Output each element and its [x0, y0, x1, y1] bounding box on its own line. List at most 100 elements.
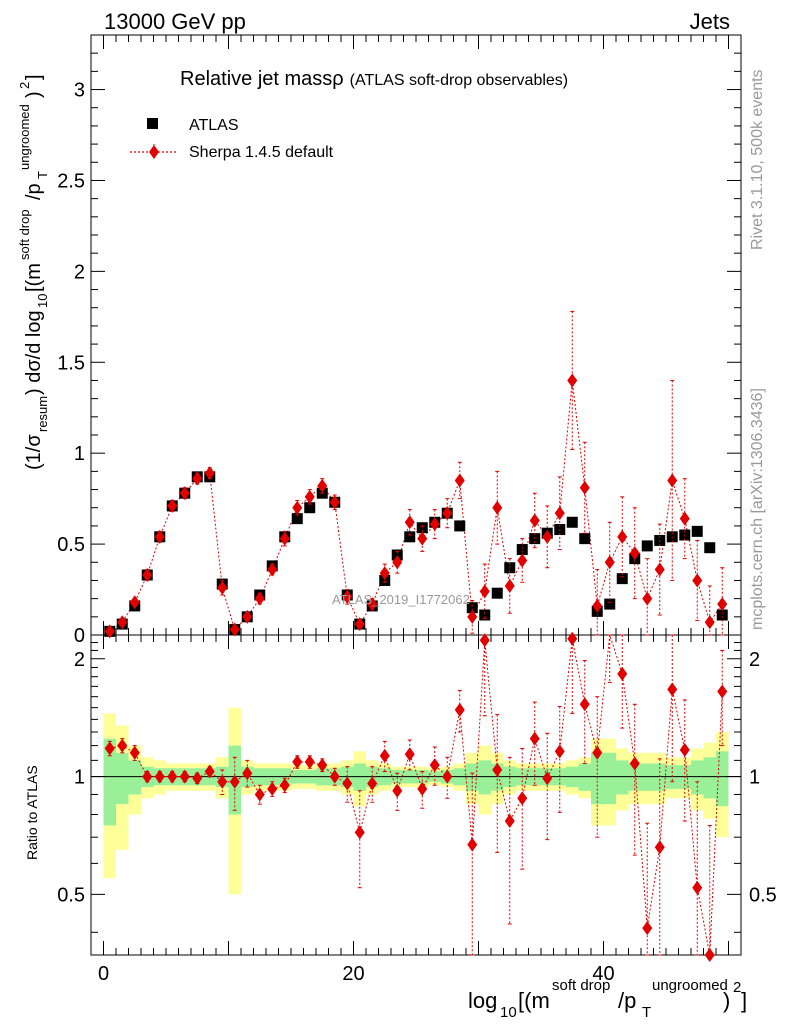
ratio-point	[267, 781, 278, 796]
sherpa-point	[629, 546, 640, 561]
y-tick-label: 2	[74, 261, 85, 283]
sherpa-point	[542, 529, 553, 544]
svg-text:]: ]	[741, 988, 747, 1013]
ratio-point	[417, 781, 428, 796]
ratio-point	[429, 758, 440, 773]
sherpa-point	[467, 609, 478, 624]
band-green	[353, 763, 366, 791]
legend: ATLAS Sherpa 1.4.5 default	[130, 117, 334, 161]
ratio-point	[379, 748, 390, 763]
atlas-point	[516, 544, 528, 556]
ratio-point	[454, 702, 465, 717]
ratio-point	[492, 762, 503, 777]
sherpa-point	[654, 562, 665, 577]
svg-text:soft drop: soft drop	[552, 977, 610, 994]
ratio-y-label: Ratio to ATLAS	[24, 765, 40, 860]
atlas-point	[454, 520, 466, 532]
sherpa-point	[679, 511, 690, 526]
legend-sherpa-label: Sherpa 1.4.5 default	[189, 144, 334, 161]
atlas-point	[716, 609, 728, 621]
atlas-point	[304, 502, 316, 514]
sherpa-point	[642, 591, 653, 606]
ratio-point	[179, 769, 190, 784]
svg-text:10: 10	[500, 1004, 517, 1021]
svg-text:(1/σ: (1/σ	[23, 434, 45, 470]
sherpa-point	[354, 617, 365, 632]
atlas-point	[466, 602, 478, 614]
svg-text:10: 10	[35, 294, 50, 308]
svg-text:2: 2	[733, 979, 741, 996]
sherpa-point	[592, 598, 603, 613]
sherpa-point	[242, 609, 253, 624]
ratio-point	[442, 769, 453, 784]
band-green	[691, 760, 704, 795]
sherpa-point	[292, 500, 303, 515]
svg-text:) dσ/d log: ) dσ/d log	[23, 310, 45, 395]
sherpa-point	[142, 568, 153, 582]
atlas-point	[691, 525, 703, 537]
y-tick-label: 3	[74, 80, 85, 102]
sherpa-point	[442, 506, 453, 521]
ratio-y-tick-label: 2	[74, 649, 85, 671]
ratio-point	[592, 745, 603, 760]
sherpa-point	[529, 513, 540, 528]
sherpa-point	[154, 529, 165, 544]
svg-text:resum: resum	[35, 396, 50, 432]
svg-text:[(m: [(m	[518, 988, 550, 1013]
atlas-point	[704, 542, 716, 554]
atlas-point	[479, 609, 491, 621]
atlas-point	[604, 598, 616, 610]
sherpa-point	[279, 531, 290, 546]
sherpa-point	[317, 478, 328, 493]
sherpa-point	[454, 473, 465, 488]
ratio-point	[679, 742, 690, 757]
band-green	[716, 751, 729, 807]
sherpa-point	[667, 473, 678, 488]
ratio-y-tick-label-right: 2	[749, 649, 760, 671]
svg-text:ungroomed: ungroomed	[652, 977, 728, 994]
ratio-point	[617, 666, 628, 681]
ratio-point	[192, 771, 203, 786]
band-green	[116, 752, 129, 805]
ratio-point	[529, 731, 540, 746]
sherpa-point	[604, 555, 615, 570]
svg-text:/p: /p	[618, 988, 636, 1013]
atlas-point	[641, 540, 653, 552]
atlas-point	[616, 573, 628, 585]
ratio-point	[504, 813, 515, 828]
sherpa-point	[117, 615, 128, 630]
band-green	[703, 757, 716, 799]
ratio-point	[229, 774, 240, 789]
ratio-point	[354, 825, 365, 840]
ratio-point	[317, 758, 328, 773]
svg-text:soft drop: soft drop	[17, 209, 32, 260]
sherpa-point	[267, 562, 278, 577]
sherpa-point	[567, 373, 578, 388]
y-tick-label: 1	[74, 443, 85, 465]
ratio-point	[542, 771, 553, 786]
svg-text:]: ]	[23, 74, 45, 80]
sherpa-point	[179, 486, 190, 501]
y-axis-label: (1/σ resum ) dσ/d log 10 [(m soft drop /…	[17, 74, 50, 470]
svg-text:): )	[723, 988, 730, 1013]
sherpa-point	[617, 529, 628, 544]
ratio-point	[342, 776, 353, 791]
sherpa-point	[342, 589, 353, 604]
svg-text:log: log	[468, 988, 497, 1013]
ratio-point	[204, 764, 215, 779]
svg-text:/p: /p	[23, 183, 45, 200]
ratio-point	[467, 837, 478, 852]
y-tick-label: 1.5	[57, 352, 85, 374]
ratio-y-tick-label: 1	[74, 767, 85, 789]
sherpa-point	[192, 471, 203, 486]
ratio-point	[642, 921, 653, 936]
ratio-y-tick-label-right: 0.5	[749, 884, 777, 906]
atlas-point	[491, 587, 503, 599]
ratio-point	[554, 744, 565, 759]
atlas-point	[291, 513, 303, 525]
band-green	[128, 760, 141, 795]
sherpa-point	[254, 591, 265, 606]
sherpa-point	[504, 578, 515, 593]
sherpa-point	[392, 555, 403, 570]
